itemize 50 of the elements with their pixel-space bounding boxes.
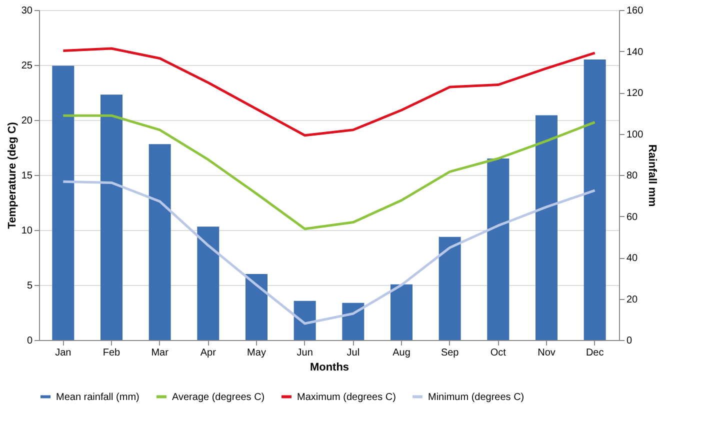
y2-tick-label: 100 [626, 129, 644, 140]
x-tick-label: Aug [392, 348, 410, 358]
y2-tick-label: 140 [626, 46, 644, 58]
x-tick-label: May [247, 348, 266, 358]
x-tick-label: Dec [586, 348, 604, 358]
line-series [62, 114, 596, 230]
y-tick-label: 20 [21, 116, 33, 126]
y-tick-label: 25 [21, 60, 33, 72]
x-tick-label: Apr [200, 348, 217, 358]
x-tick-label: Nov [538, 348, 556, 358]
bar [294, 300, 316, 340]
y-tick-label: 10 [21, 226, 33, 236]
x-tick-label: Feb [102, 348, 121, 358]
y-tick-label: 30 [21, 6, 33, 16]
legend-label: Maximum (degrees C) [297, 392, 396, 403]
x-tick-label: Jul [346, 348, 360, 358]
legend-label: Average (degrees C) [172, 392, 265, 403]
line-series [62, 47, 596, 137]
bar [438, 236, 461, 340]
y2-tick-label: 120 [626, 88, 644, 99]
y2-tick-label: 20 [626, 294, 638, 306]
x-tick-label: Sep [440, 348, 460, 358]
x-tick-label: Jan [55, 348, 72, 358]
y2-axis-title: Rainfall mm [646, 144, 658, 207]
bar [487, 158, 510, 340]
y-axis-title: Temperature (deg C) [6, 122, 18, 229]
y2-tick-label: 60 [626, 212, 638, 223]
bar [246, 274, 268, 340]
bar [342, 302, 364, 340]
x-tick-label: Jun [296, 348, 313, 358]
y-tick-label: 0 [26, 336, 33, 346]
bar [390, 284, 412, 340]
bar [100, 94, 122, 340]
y2-tick-label: 0 [626, 336, 632, 346]
bar [536, 115, 558, 340]
bar [197, 226, 220, 340]
bar [584, 60, 606, 340]
legend-label: Minimum (degrees C) [428, 392, 524, 403]
y2-tick-label: 40 [626, 253, 638, 264]
x-axis-title: Months [310, 362, 350, 374]
legend-label: Mean rainfall (mm) [56, 392, 140, 403]
y-tick-label: 15 [21, 170, 33, 182]
bar [52, 66, 74, 340]
y2-tick-label: 160 [626, 6, 644, 16]
bar [148, 144, 171, 340]
line-series [62, 180, 596, 325]
y-tick-label: 5 [26, 280, 33, 292]
y2-tick-label: 80 [626, 170, 638, 182]
x-tick-label: Oct [490, 348, 506, 358]
x-tick-label: Mar [151, 348, 170, 358]
